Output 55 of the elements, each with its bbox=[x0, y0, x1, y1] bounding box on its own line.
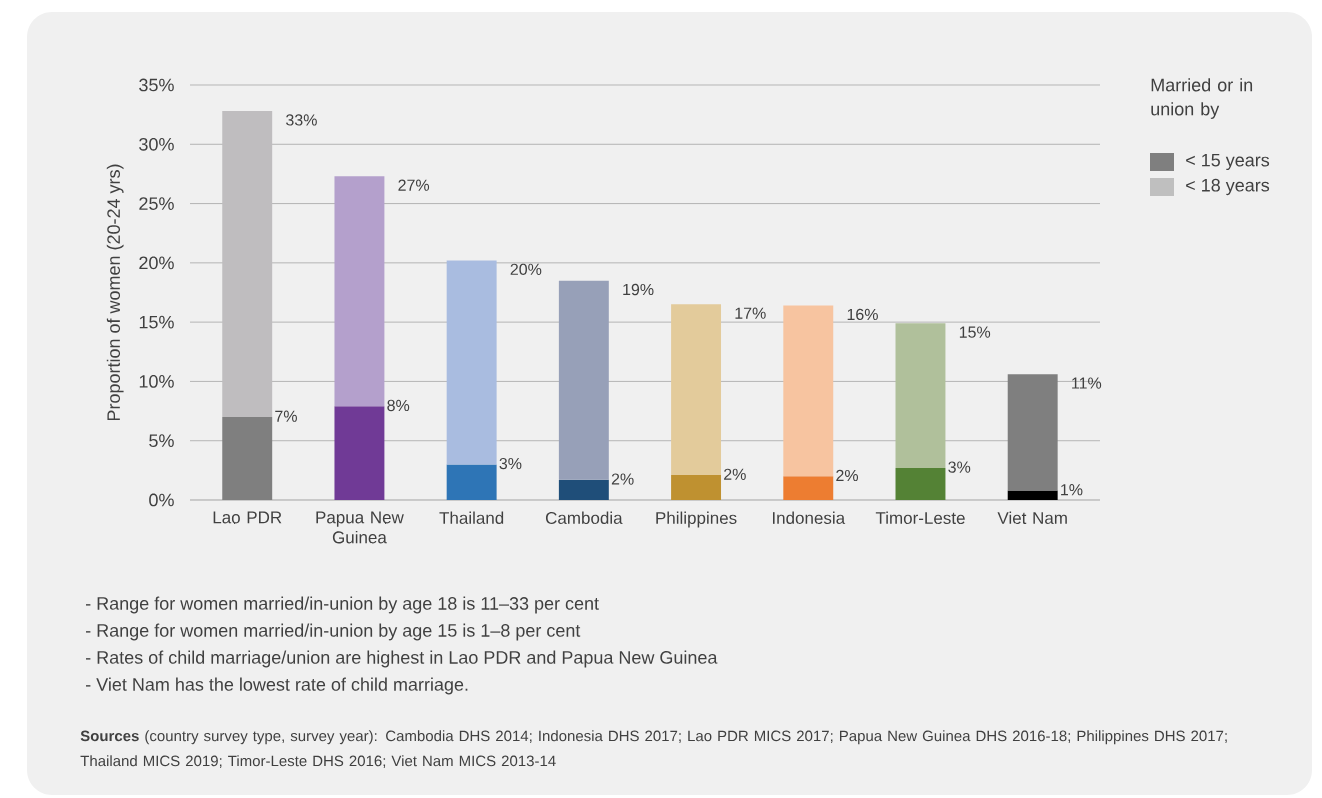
x-tick-label: Viet Nam bbox=[997, 511, 1067, 525]
data-label: 2% bbox=[724, 468, 746, 480]
x-tick-label: Thailand bbox=[439, 511, 504, 525]
bar bbox=[558, 280, 609, 480]
bar bbox=[222, 111, 273, 417]
data-label: 3% bbox=[499, 457, 522, 470]
data-label: 3% bbox=[948, 461, 971, 473]
total-label: 19% bbox=[623, 283, 654, 296]
total-label: 20% bbox=[510, 263, 542, 276]
total-label: 27% bbox=[398, 179, 430, 191]
x-tick-label: Cambodia bbox=[545, 511, 623, 525]
total-label: 15% bbox=[959, 326, 991, 338]
y-tick-label: 35% bbox=[139, 78, 174, 92]
total-label: 16% bbox=[847, 308, 878, 321]
bar bbox=[334, 176, 385, 407]
y-tick-label: 15% bbox=[139, 315, 174, 329]
y-tick-label: 0% bbox=[149, 493, 174, 507]
data-label: 2% bbox=[836, 469, 859, 482]
bar bbox=[334, 406, 385, 500]
bar bbox=[446, 260, 497, 465]
x-tick-label: Indonesia bbox=[772, 511, 846, 525]
total-label: 11% bbox=[1072, 377, 1102, 389]
bar bbox=[671, 304, 722, 476]
bar bbox=[1007, 490, 1058, 500]
bar bbox=[558, 479, 609, 500]
bar bbox=[446, 464, 497, 500]
bar bbox=[671, 475, 722, 500]
x-tick-label: Philippines bbox=[656, 511, 737, 528]
data-label: 2% bbox=[611, 473, 634, 485]
text: - Viet Nam has the lowest rate of child marriage. bbox=[86, 677, 468, 695]
legend-label: < 18 years bbox=[1186, 178, 1270, 196]
x-tick-label: Lao PDR bbox=[213, 511, 282, 524]
total-label: 33% bbox=[286, 114, 317, 126]
text: - Range for women married/in-union by age 18 is 11–33 per cent bbox=[86, 596, 599, 614]
y-tick-label: 5% bbox=[149, 434, 174, 448]
data-label: 7% bbox=[275, 410, 297, 422]
y-tick-label: 10% bbox=[139, 375, 174, 388]
bar bbox=[895, 323, 946, 468]
y-tick-label: 30% bbox=[139, 137, 174, 151]
text: Sources (country survey type, survey year): Cambodia DHS 2014; Indonesia DHS 2017; Lao PDR MICS 2017; Papua New Guinea DHS 2016-18; Philippines DHS 2017; Thailand MICS 2019; Timor-Leste DHS 2016; Viet Nam MICS 2013-14 bbox=[80, 730, 1227, 768]
y-axis-title: Proportion of women (20-24 yrs) bbox=[106, 164, 124, 421]
x-tick-label: Papua New Guinea bbox=[316, 511, 404, 544]
x-tick-label: Timor-Leste bbox=[875, 511, 965, 525]
bar bbox=[783, 476, 834, 500]
total-label: 17% bbox=[735, 307, 766, 319]
bar bbox=[895, 467, 946, 500]
data-label: 8% bbox=[387, 399, 410, 412]
legend-title: Married or in union by bbox=[1151, 78, 1253, 119]
y-tick-label: 25% bbox=[139, 197, 174, 210]
text: - Rates of child marriage/union are highest in Lao PDR and Papua New Guinea bbox=[86, 650, 718, 668]
legend-label: < 15 years bbox=[1186, 153, 1270, 171]
y-tick-label: 20% bbox=[139, 256, 174, 270]
text: - Range for women married/in-union by age 15 is 1–8 per cent bbox=[86, 623, 581, 641]
data-label: 1% bbox=[1061, 484, 1083, 496]
bar bbox=[783, 305, 834, 477]
